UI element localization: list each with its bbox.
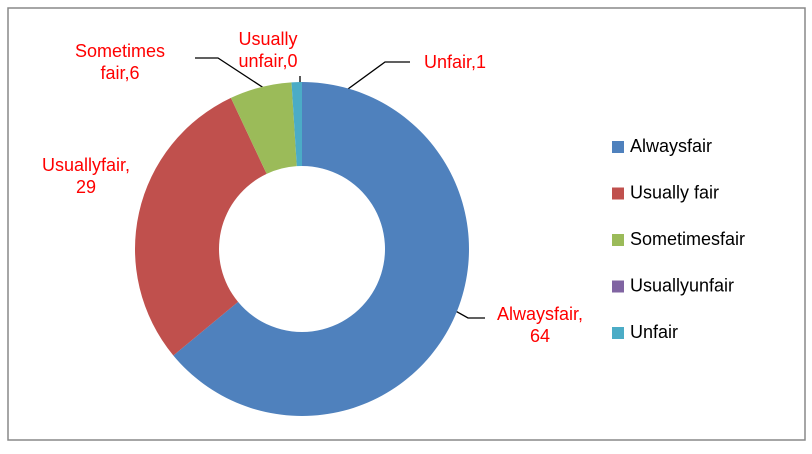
legend-label: Usually fair: [630, 182, 719, 202]
legend-swatch: [612, 187, 624, 200]
legend-label: Usuallyunfair: [630, 275, 734, 295]
legend-swatch: [612, 327, 624, 339]
data-label: Usuallyfair, 29: [41, 155, 131, 197]
donut-slice: [173, 82, 470, 417]
data-label: Unfair,1: [423, 52, 487, 72]
leader-line: [195, 57, 277, 97]
donut-slice: [291, 82, 302, 167]
legend-swatch: [612, 280, 624, 293]
donut-slice: [230, 82, 297, 174]
legend-label: Alwaysfair: [630, 136, 712, 156]
data-label: Usually unfair,0: [238, 29, 298, 71]
legend-swatch: [612, 141, 624, 153]
legend-label: Sometimesfair: [630, 229, 745, 249]
legend-label: Unfair: [630, 322, 678, 342]
data-label: Sometimes fair,6: [74, 41, 166, 83]
donut-slice: [135, 97, 267, 356]
data-label: Alwaysfair, 64: [496, 304, 584, 346]
legend-swatch: [612, 234, 624, 246]
